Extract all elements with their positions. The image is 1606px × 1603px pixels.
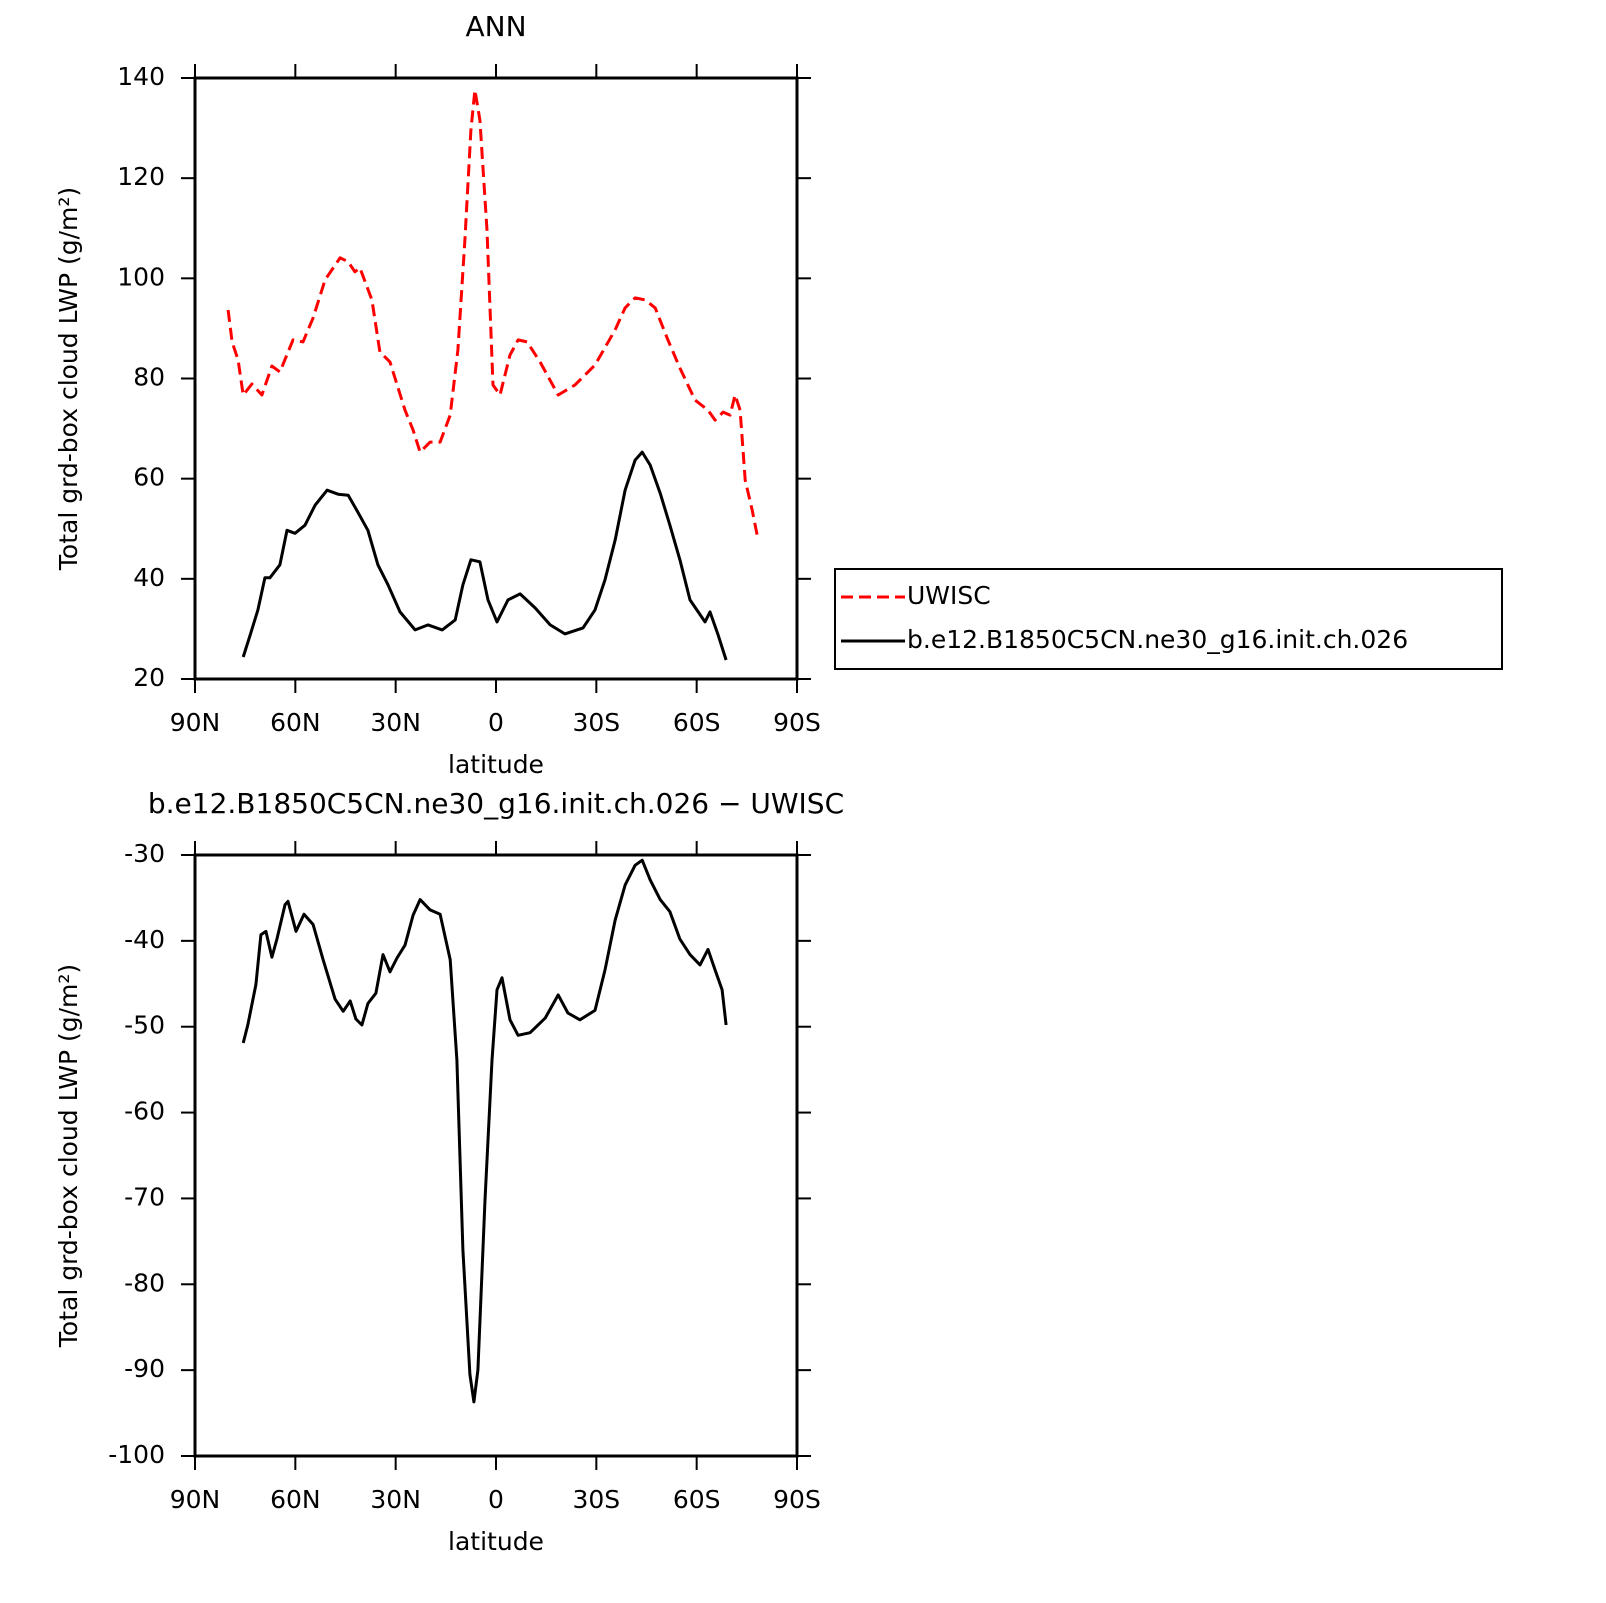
y-tick-label: 120 bbox=[117, 162, 165, 191]
x-tick-label: 60N bbox=[270, 1485, 321, 1514]
series-line bbox=[241, 858, 728, 1404]
chart-title: b.e12.B1850C5CN.ne30_g16.init.ch.026 − U… bbox=[148, 787, 844, 820]
x-axis-label: latitude bbox=[448, 750, 544, 779]
plot-frame bbox=[193, 76, 799, 681]
x-tick-label: 0 bbox=[488, 1485, 504, 1514]
x-tick-label: 30S bbox=[572, 708, 620, 737]
y-tick-label: -50 bbox=[124, 1011, 165, 1040]
x-axis-label: latitude bbox=[448, 1527, 544, 1556]
plot-frame bbox=[193, 853, 799, 1458]
x-tick-label: 60N bbox=[270, 708, 321, 737]
y-tick-label: -80 bbox=[124, 1268, 165, 1297]
y-tick-label: -30 bbox=[124, 839, 165, 868]
series-line bbox=[241, 450, 728, 661]
y-tick-label: 100 bbox=[117, 262, 165, 291]
y-tick-label: -60 bbox=[124, 1097, 165, 1126]
y-tick-label: 80 bbox=[133, 363, 165, 392]
x-tick-label: 90S bbox=[773, 708, 821, 737]
chart-title: ANN bbox=[465, 10, 526, 43]
legend-box bbox=[834, 568, 1503, 670]
legend-label: UWISC bbox=[907, 581, 991, 610]
y-tick-label: 140 bbox=[117, 62, 165, 91]
y-tick-label: 60 bbox=[133, 463, 165, 492]
y-tick-label: 20 bbox=[133, 663, 165, 692]
x-tick-label: 30N bbox=[370, 1485, 421, 1514]
x-tick-label: 90N bbox=[170, 1485, 221, 1514]
x-tick-label: 60S bbox=[673, 1485, 721, 1514]
y-tick-label: -70 bbox=[124, 1182, 165, 1211]
x-tick-label: 60S bbox=[673, 708, 721, 737]
x-tick-label: 90S bbox=[773, 1485, 821, 1514]
series-line bbox=[226, 88, 759, 536]
x-tick-label: 90N bbox=[170, 708, 221, 737]
y-tick-label: -40 bbox=[124, 925, 165, 954]
x-tick-label: 0 bbox=[488, 708, 504, 737]
y-tick-label: -90 bbox=[124, 1354, 165, 1383]
x-tick-label: 30S bbox=[572, 1485, 620, 1514]
y-axis-label: Total grd-box cloud LWP (g/m²) bbox=[54, 187, 83, 571]
x-tick-label: 30N bbox=[370, 708, 421, 737]
y-tick-label: 40 bbox=[133, 563, 165, 592]
y-axis-label: Total grd-box cloud LWP (g/m²) bbox=[54, 964, 83, 1348]
y-tick-label: -100 bbox=[108, 1440, 165, 1469]
legend-label: b.e12.B1850C5CN.ne30_g16.init.ch.026 bbox=[907, 625, 1408, 654]
